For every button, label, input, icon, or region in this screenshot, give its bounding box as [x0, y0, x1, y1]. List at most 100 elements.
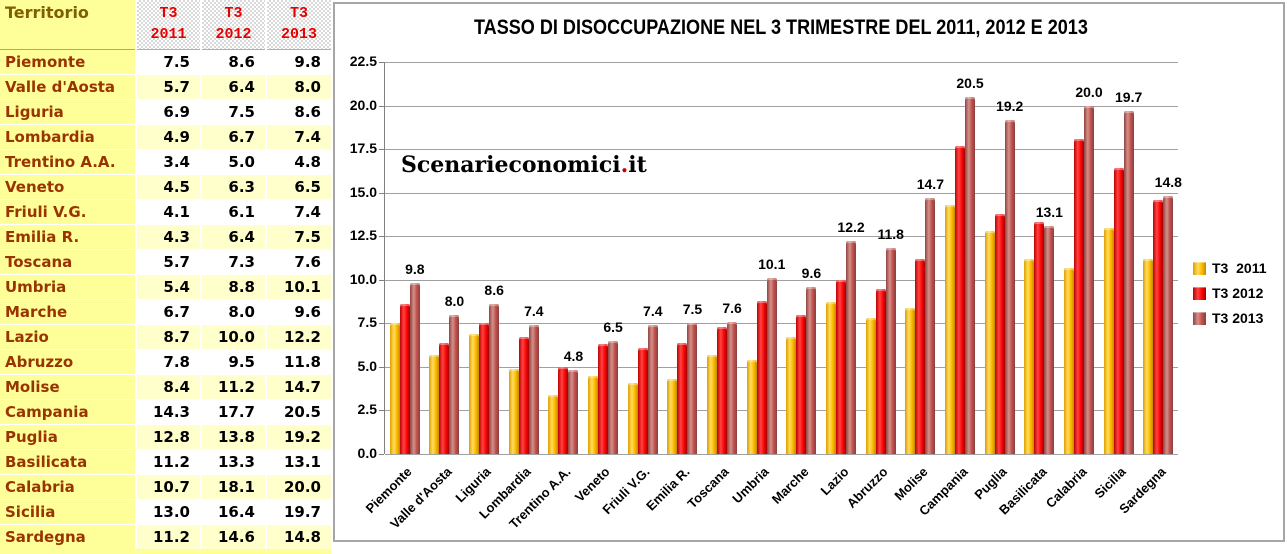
value-cell: 6.5 [265, 173, 331, 199]
value-cell: 13.3 [200, 448, 266, 474]
y-tick-label: 12.5 [349, 227, 377, 244]
bar-value-label: 11.8 [877, 226, 904, 243]
bar-value-label: 20.0 [1075, 83, 1103, 100]
y-tick-label: 15.0 [349, 183, 377, 200]
value-cell: 5.4 [135, 273, 201, 299]
y-tick-mark [379, 279, 384, 281]
bar-value-label: 7.4 [524, 303, 544, 320]
region-name-cell: Marche [0, 298, 136, 324]
bar-t3-2012 [518, 337, 529, 454]
bar-t3-2012 [558, 366, 569, 454]
x-tick-label: Abruzzo [843, 464, 891, 511]
y-tick-mark [379, 236, 384, 238]
bar-group: 13.1 [1020, 62, 1063, 454]
gridline [385, 323, 1178, 325]
bar-group: 19.7 [1099, 62, 1142, 454]
region-name-cell: Toscana [0, 248, 136, 274]
value-cell: 13.0 [135, 498, 201, 524]
value-cell: 4.9 [135, 123, 201, 149]
bar-t3-2013 [647, 325, 658, 454]
bar-t3-2013 [885, 248, 896, 454]
bar-group: 11.8 [861, 62, 904, 454]
year-header: T3 2011 [135, 0, 201, 50]
y-tick-label: 7.5 [357, 314, 377, 331]
bar-t3-2012 [1073, 138, 1084, 454]
table-row: Calabria 10.7 18.1 20.0 [0, 473, 331, 499]
bar-t3-2012 [637, 347, 648, 454]
bar-t3-2012 [1034, 222, 1045, 454]
region-name-cell: Umbria [0, 273, 136, 299]
bar-value-label: 8.0 [444, 292, 465, 309]
bar-group: 7.4 [504, 62, 544, 454]
x-axis-labels: Piemonte Valle d'Aosta Liguria Lombardia Tre… [362, 454, 1178, 542]
x-tick-label: Puglia [971, 464, 1010, 503]
bar-t3-2011 [945, 204, 956, 454]
bar-group: 10.1 [742, 62, 785, 454]
bar-t3-2012 [756, 300, 767, 454]
value-cell: 8.6 [265, 98, 331, 124]
bar-t3-2011 [826, 302, 837, 454]
x-tick-label: Lazio [817, 464, 852, 499]
value-cell: 13.1 [265, 448, 331, 474]
table-row: Sardegna 11.2 14.6 14.8 [0, 523, 331, 549]
value-cell: 9.8 [265, 48, 331, 74]
bar-group: 20.5 [940, 62, 984, 454]
value-cell: 11.2 [200, 373, 266, 399]
year-header: T3 2013 [265, 0, 331, 50]
table-row: Puglia 12.8 13.8 19.2 [0, 423, 331, 449]
bar-t3-2011 [1024, 258, 1035, 454]
bar-value-label: 19.2 [996, 97, 1024, 114]
bar-t3-2011 [984, 231, 995, 454]
bar-t3-2012 [399, 304, 410, 454]
bar-t3-2013 [1163, 196, 1174, 454]
bar-t3-2013 [568, 370, 579, 454]
value-cell: 14.3 [135, 398, 201, 424]
value-cell: 6.7 [135, 298, 201, 324]
bar-t3-2013 [687, 323, 698, 454]
bar-t3-2011 [746, 359, 757, 454]
bar-value-label: 9.6 [801, 264, 822, 281]
table-row: Emilia R. 4.3 6.4 7.5 [0, 223, 331, 249]
bar-t3-2011 [508, 368, 519, 454]
watermark: Scenarieconomici.it [401, 152, 647, 178]
value-cell: 18.1 [200, 473, 266, 499]
bar-t3-2011 [1143, 258, 1154, 454]
bar-t3-2013 [528, 325, 539, 454]
bar-t3-2012 [1113, 168, 1124, 454]
y-tick-mark [379, 366, 384, 368]
table-row: Sicilia 13.0 16.4 19.7 [0, 498, 331, 524]
bar-value-label: 13.1 [1035, 203, 1063, 220]
gridline [385, 366, 1178, 368]
value-cell: 6.4 [200, 73, 266, 99]
table-row: Trentino A.A. 3.4 5.0 4.8 [0, 148, 331, 174]
region-name-cell: Lombardia [0, 123, 136, 149]
bar-group: 14.7 [901, 62, 944, 454]
value-cell: 7.4 [265, 198, 331, 224]
value-cell: 6.1 [200, 198, 266, 224]
value-cell: 6.9 [135, 98, 201, 124]
value-cell: 14.8 [265, 523, 331, 549]
bar-t3-2011 [469, 333, 480, 454]
legend-item: T3 2013 [1193, 310, 1267, 326]
region-name-cell: Basilicata [0, 448, 136, 474]
bar-t3-2011 [429, 354, 440, 454]
y-tick-label: 10.0 [349, 270, 377, 287]
y-tick-label: 0.0 [357, 445, 377, 461]
table-row: Toscana 5.7 7.3 7.6 [0, 248, 331, 274]
bar-t3-2011 [707, 354, 718, 454]
gridline [385, 149, 1178, 151]
value-cell: 6.7 [200, 123, 266, 149]
bar-t3-2011 [588, 375, 599, 454]
legend-swatch [1193, 286, 1206, 300]
bar-t3-2013 [1004, 119, 1015, 454]
x-tick-label: Molise [891, 464, 931, 504]
gridline [385, 192, 1178, 194]
region-name-cell: Emilia R. [0, 223, 136, 249]
value-cell: 8.6 [200, 48, 266, 74]
bar-t3-2013 [846, 241, 857, 454]
table-header-row: Territorio T3 2011 T3 2012 T3 2013 [0, 0, 331, 50]
bar-group: 8.6 [464, 62, 504, 454]
value-cell: 8.7 [135, 323, 201, 349]
bar-t3-2013 [1123, 110, 1134, 454]
bar-t3-2012 [915, 258, 926, 454]
